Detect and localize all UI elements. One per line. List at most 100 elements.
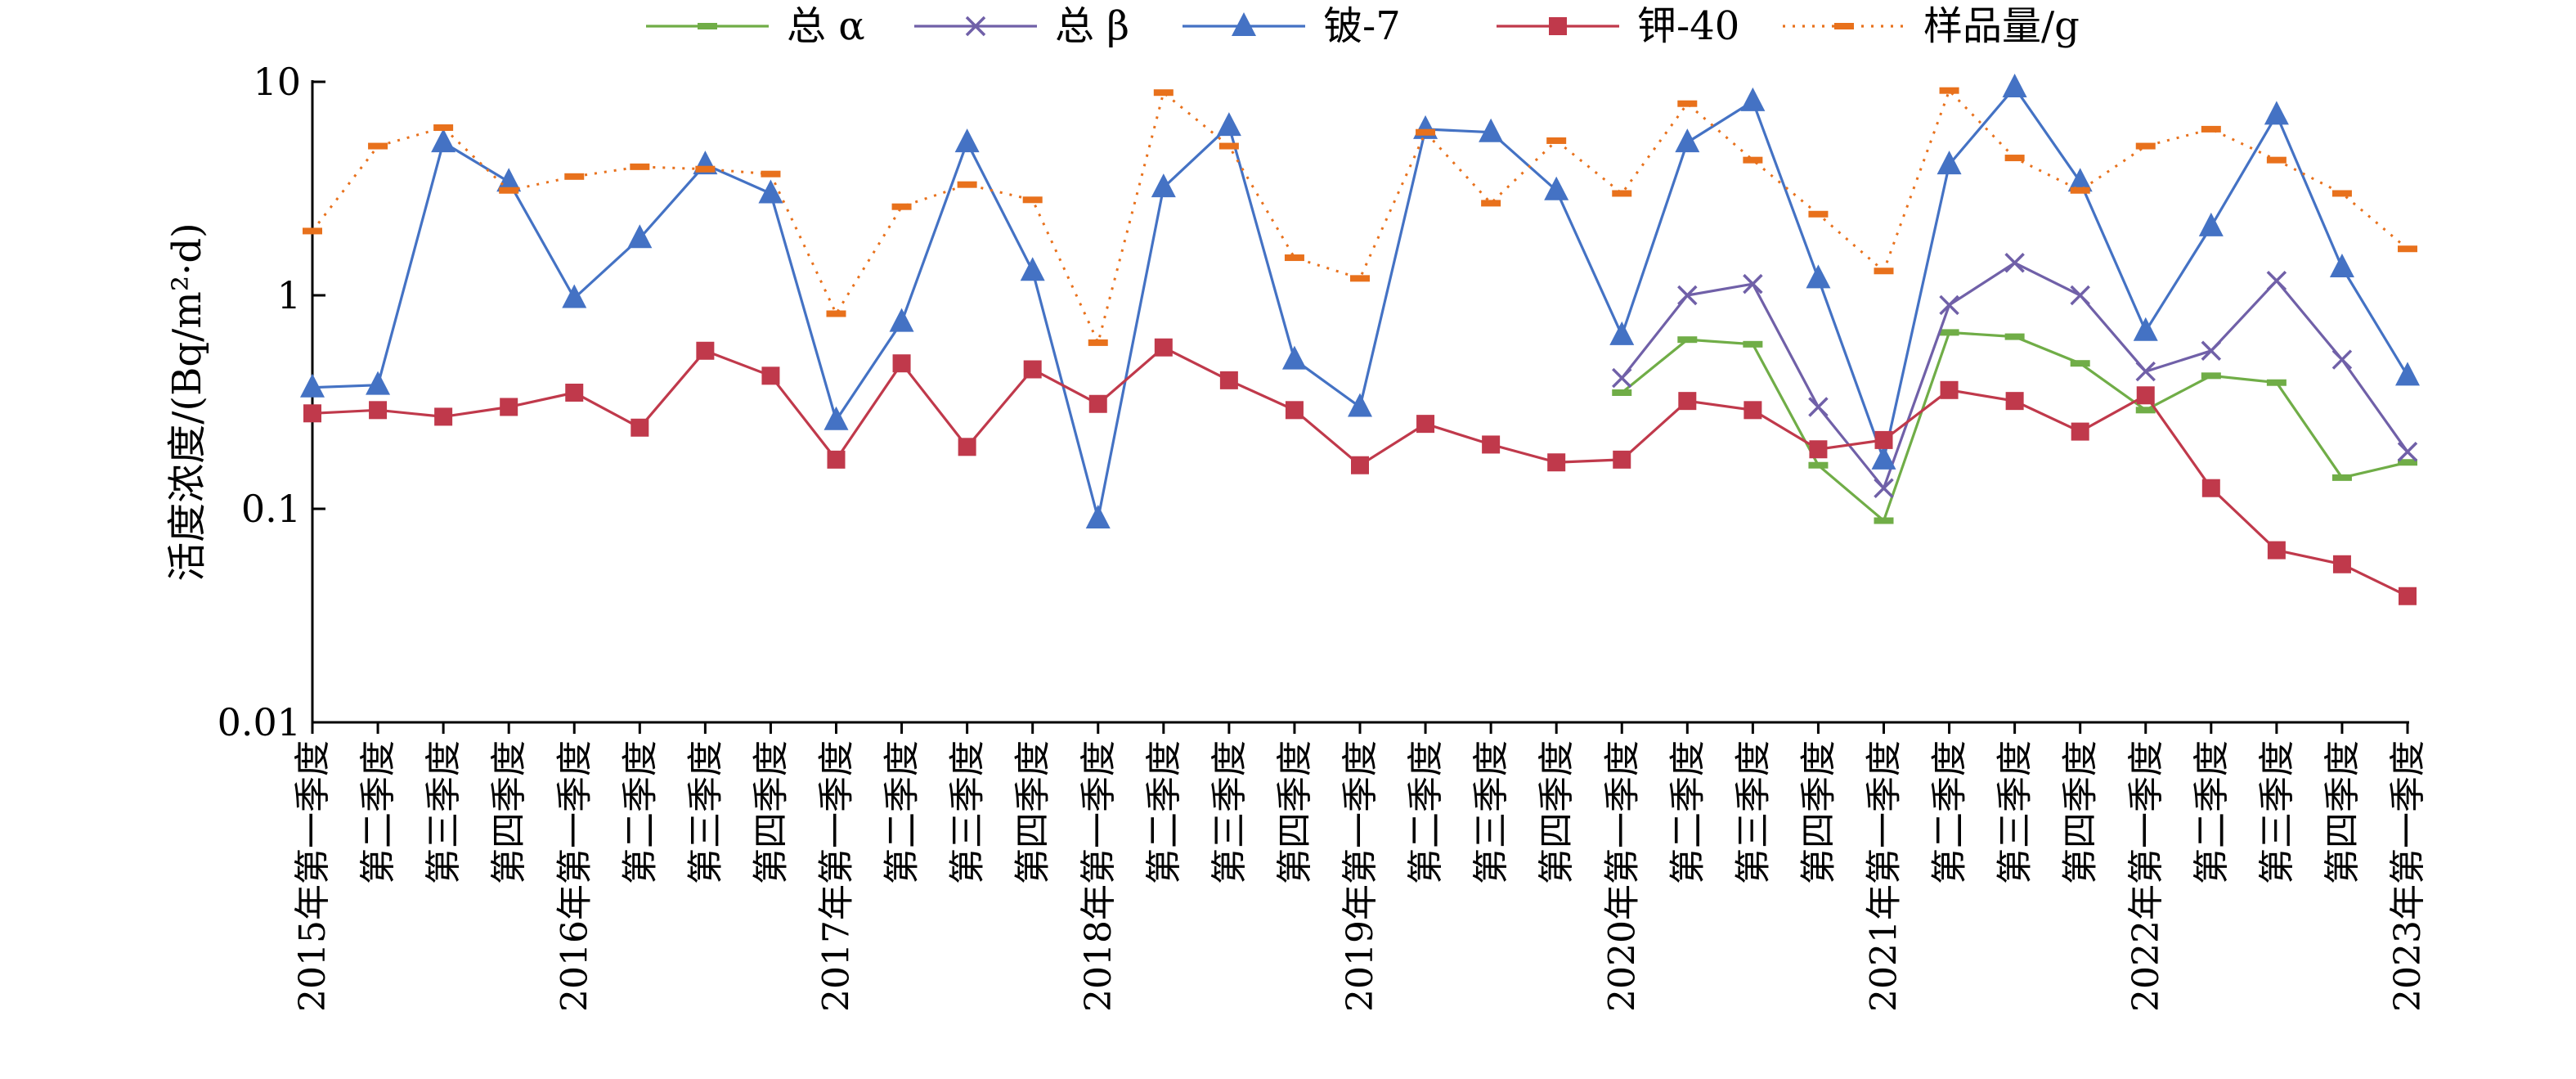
- data-point: [1416, 128, 1436, 136]
- series-line: [1621, 261, 2409, 491]
- series-0: [1612, 329, 2417, 524]
- data-point: [2198, 212, 2224, 236]
- data-point: [1678, 392, 1697, 411]
- data-point: [2004, 253, 2025, 273]
- data-point: [368, 142, 388, 150]
- series-2: [300, 74, 2420, 528]
- data-point: [824, 406, 849, 430]
- data-point: [1743, 156, 1763, 164]
- data-point: [761, 366, 780, 385]
- data-point: [2201, 125, 2221, 133]
- data-point: [1677, 336, 1698, 344]
- y-tick-label: 1: [277, 273, 301, 317]
- data-point: [1153, 89, 1174, 97]
- data-point: [1544, 176, 1569, 200]
- data-point: [1612, 389, 1632, 396]
- data-point: [2397, 442, 2418, 462]
- data-point: [1348, 393, 1372, 417]
- data-point: [496, 168, 522, 192]
- data-point: [1940, 380, 1959, 399]
- data-point: [1479, 118, 1504, 142]
- y-tick-label: 0.1: [241, 487, 301, 531]
- x-tick-label: 第三季度: [947, 740, 989, 884]
- data-point: [2266, 379, 2287, 386]
- data-point: [1022, 196, 1043, 204]
- data-point: [827, 450, 846, 469]
- data-point: [2004, 333, 2025, 340]
- series-3: [303, 338, 2417, 605]
- data-point: [2398, 245, 2417, 253]
- x-tick-label: 第三季度: [1995, 740, 2036, 884]
- data-point: [1809, 440, 1828, 459]
- data-point: [2264, 101, 2289, 125]
- x-ticks: 2015年第一季度 第二季度 第三季度 第四季度 2016年第一季度 第二季度 第三季度 第四…: [292, 722, 2429, 1012]
- y-ticks: 0.01 0.1 1 10: [218, 60, 325, 744]
- data-point: [2201, 340, 2222, 362]
- legend-label: 铍-7: [1323, 3, 1401, 49]
- x-tick-label: 第四季度: [1797, 740, 1839, 884]
- data-point: [695, 165, 716, 173]
- data-point: [1743, 273, 1763, 294]
- x-tick-label: 第三季度: [1732, 740, 1774, 884]
- data-point: [500, 398, 518, 416]
- data-point: [1281, 345, 1307, 370]
- x-tick-label: 第三季度: [423, 740, 464, 884]
- legend-swatch-marker: [698, 23, 717, 29]
- series-line: [312, 85, 2409, 519]
- data-point: [2267, 541, 2286, 560]
- x-tick-label: 2021年第一季度: [1864, 740, 1905, 1012]
- data-point: [2331, 190, 2352, 197]
- legend-label: 样品量/g: [1923, 3, 2080, 49]
- series-layer: [300, 74, 2420, 605]
- data-point: [696, 341, 715, 360]
- x-tick-label: 第四季度: [1012, 740, 1054, 884]
- data-point: [2136, 386, 2155, 405]
- series-1: [1612, 253, 2418, 498]
- legend-item: 样品量/g: [1783, 3, 2080, 49]
- x-tick-label: 2018年第一季度: [1078, 740, 1120, 1012]
- data-point: [1482, 435, 1501, 454]
- data-point: [2135, 407, 2156, 414]
- y-tick-label: 10: [253, 60, 301, 104]
- data-point: [1416, 415, 1435, 434]
- data-point: [1546, 137, 1567, 144]
- data-point: [1677, 100, 1698, 107]
- data-point: [1874, 268, 1894, 275]
- data-point: [1088, 339, 1108, 346]
- data-point: [1023, 360, 1042, 379]
- data-point: [2398, 459, 2417, 466]
- data-point: [1350, 275, 1370, 282]
- data-point: [1216, 112, 1241, 137]
- data-point: [2201, 479, 2220, 497]
- x-tick-label: 第四季度: [2060, 740, 2102, 884]
- data-point: [2070, 187, 2090, 194]
- data-point: [1219, 371, 1238, 389]
- data-point: [889, 308, 914, 332]
- series-line: [1621, 330, 2408, 524]
- data-point: [761, 170, 781, 178]
- data-point: [2331, 349, 2353, 370]
- legend-item: 总 β: [914, 3, 1129, 49]
- x-tick-label: 第三季度: [2256, 740, 2298, 884]
- data-point: [2071, 422, 2089, 441]
- data-point: [758, 179, 783, 204]
- data-point: [1939, 294, 1959, 316]
- legend-label: 总 α: [787, 3, 865, 49]
- data-point: [1547, 453, 1566, 472]
- data-point: [1874, 478, 1894, 498]
- data-point: [1154, 338, 1173, 357]
- data-point: [2070, 285, 2090, 306]
- data-point: [1808, 210, 1829, 218]
- data-point: [627, 224, 653, 249]
- data-point: [2332, 555, 2351, 573]
- data-point: [1351, 456, 1369, 474]
- legend-item: 铍-7: [1183, 3, 1401, 49]
- series-line: [311, 88, 2408, 347]
- legend-item: 钾-40: [1497, 3, 1739, 49]
- data-point: [369, 401, 388, 420]
- x-tick-label: 第二季度: [357, 740, 399, 884]
- data-point: [1285, 401, 1304, 420]
- data-point: [2070, 360, 2090, 367]
- data-point: [434, 407, 453, 426]
- x-tick-label: 第二季度: [1929, 740, 1971, 884]
